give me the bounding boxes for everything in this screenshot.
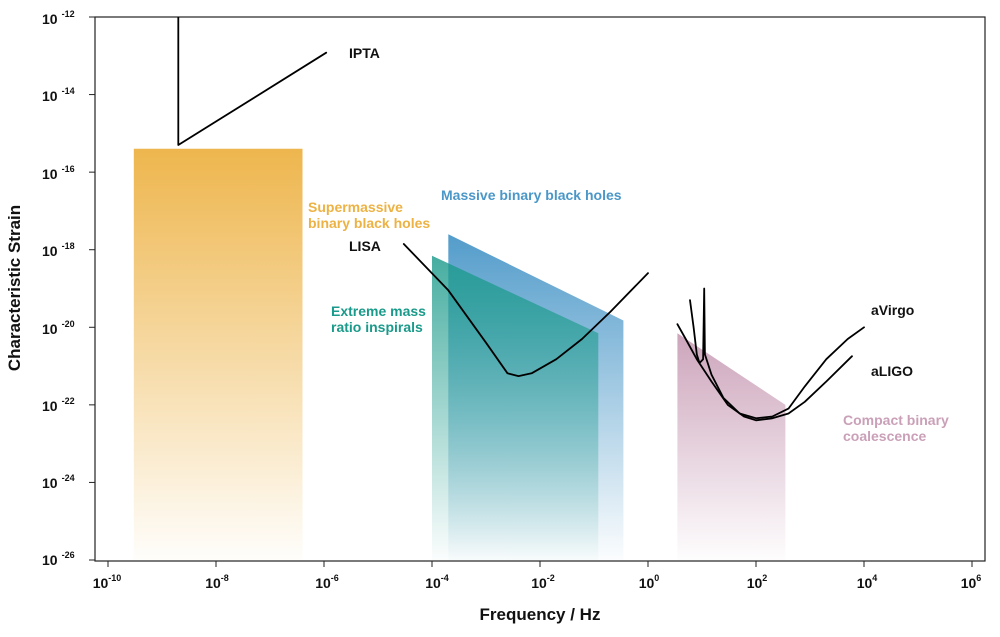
region-label-supermassive: Supermassive binary black holes — [308, 199, 430, 231]
x-tick-label: 102 — [747, 573, 768, 591]
curve-label-aligo: aLIGO — [871, 363, 913, 379]
region-compact-binary — [677, 333, 786, 560]
y-tick-label: 10 -12 — [42, 9, 75, 27]
x-tick-label: 104 — [857, 573, 878, 591]
y-tick-label: 10 -18 — [42, 241, 75, 259]
curve-label-avirgo: aVirgo — [871, 302, 914, 318]
curve-label-lisa: LISA — [349, 238, 381, 254]
region-emri — [432, 255, 599, 560]
y-tick-label: 10 -22 — [42, 396, 75, 414]
curve-lisa — [402, 243, 649, 377]
y-axis-title: Characteristic Strain — [5, 205, 24, 371]
region-label-massive-bbh: Massive binary black holes — [441, 187, 622, 203]
x-tick-label: 10-10 — [93, 573, 122, 591]
x-tick-label: 100 — [639, 573, 660, 591]
y-tick-label: 10 -16 — [42, 164, 75, 182]
x-tick-label: 10-4 — [425, 573, 449, 591]
y-tick-label: 10 -26 — [42, 550, 75, 568]
region-supermassive-bbh — [133, 148, 303, 561]
region-label-emri: Extreme mass ratio inspirals — [331, 303, 430, 335]
region-label-compact-binary: Compact binary coalescence — [843, 412, 953, 444]
curve-ipta — [177, 17, 328, 146]
x-tick-label: 106 — [961, 573, 982, 591]
x-tick-marks — [107, 561, 973, 567]
curve-aligo — [676, 323, 853, 422]
x-tick-label: 10-2 — [531, 573, 555, 591]
y-tick-label: 10 -24 — [42, 473, 75, 491]
x-axis-title: Frequency / Hz — [480, 605, 601, 624]
y-tick-label: 10 -20 — [42, 319, 75, 337]
x-tick-label: 10-8 — [205, 573, 229, 591]
x-tick-label: 10-6 — [315, 573, 339, 591]
curve-label-ipta: IPTA — [349, 45, 380, 61]
y-tick-marks — [89, 16, 95, 561]
y-tick-label: 10 -14 — [42, 86, 75, 104]
